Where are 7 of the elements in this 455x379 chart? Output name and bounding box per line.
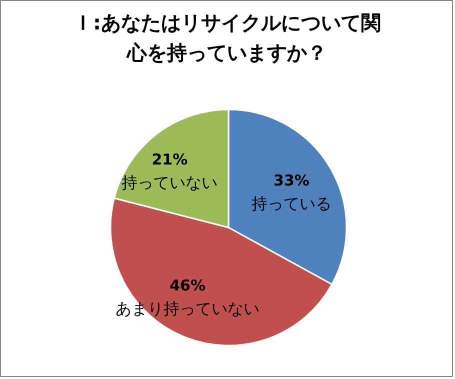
- data-label: 21%: [152, 150, 188, 169]
- slice-label: 持っている: [251, 194, 332, 213]
- data-label: 33%: [274, 171, 310, 190]
- data-label: 46%: [170, 276, 206, 295]
- slice-label: 持っていない: [122, 173, 218, 192]
- chart-title: Ｉ:あなたはリサイクルについて関心を持っていますか？: [73, 10, 381, 64]
- slice-label: あまり持っていない: [116, 299, 260, 318]
